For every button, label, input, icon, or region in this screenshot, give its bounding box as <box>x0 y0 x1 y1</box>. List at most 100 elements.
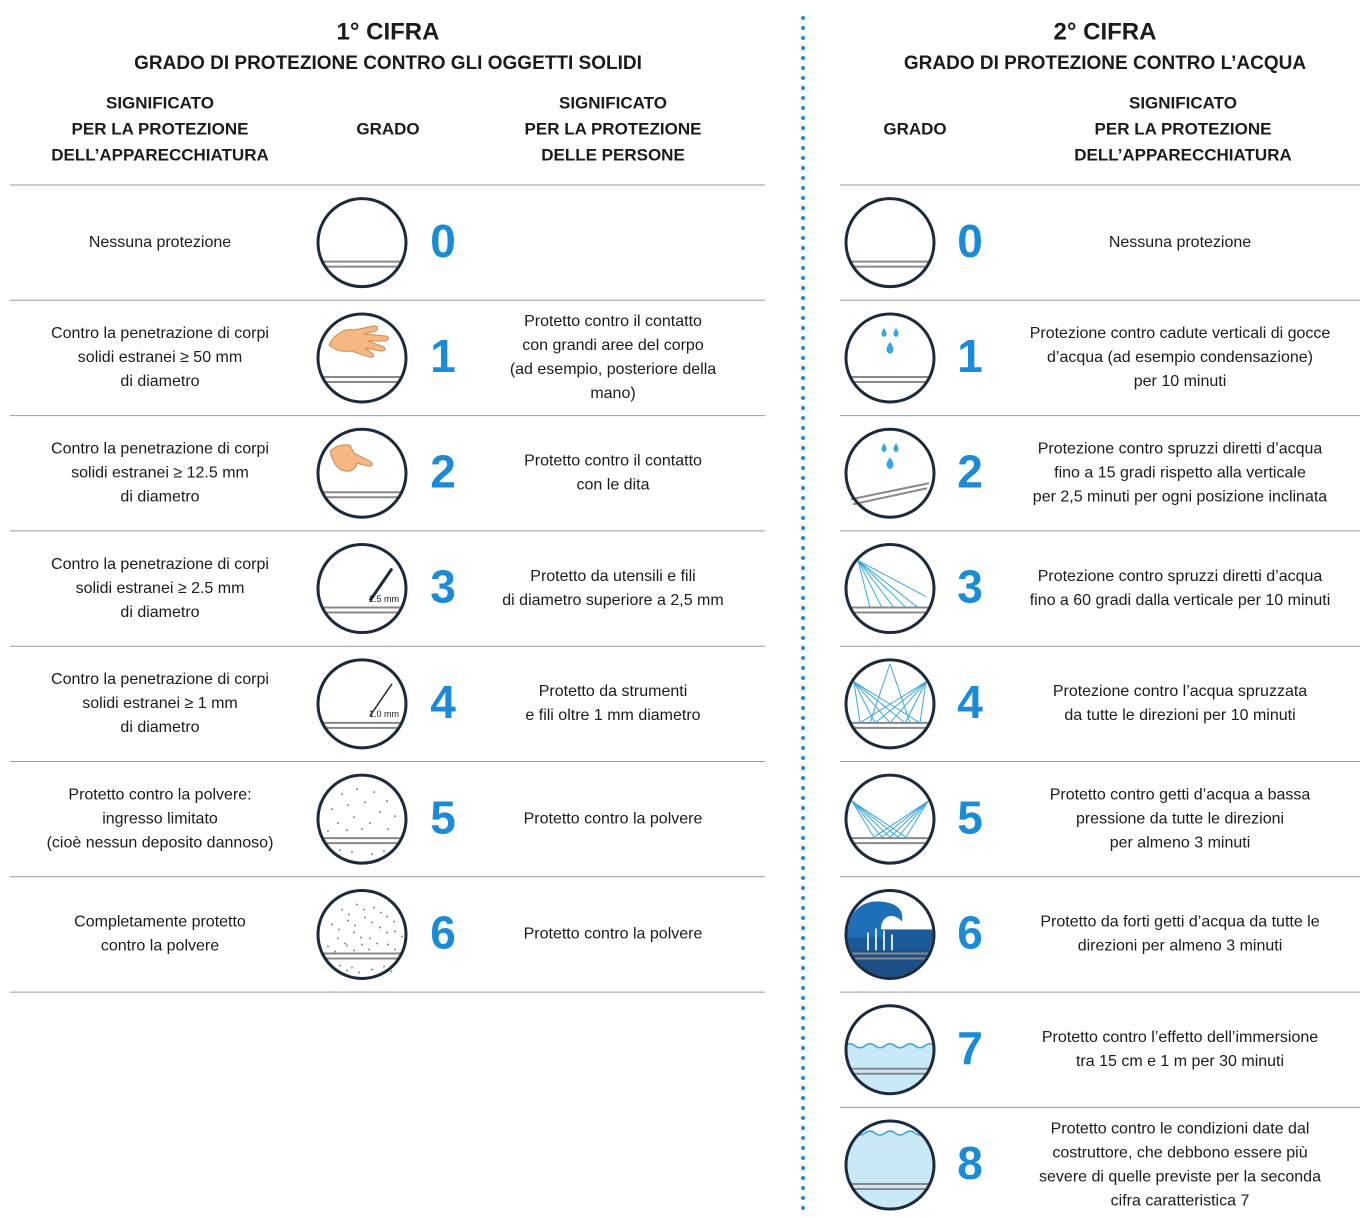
column-header: PER LA PROTEZIONE <box>525 119 702 138</box>
description: Protetto da strumenti <box>539 683 688 700</box>
icon <box>318 775 406 863</box>
description: direzioni per almeno 3 minuti <box>1078 938 1283 955</box>
grade-number: 7 <box>957 1022 983 1074</box>
description: Protezione contro spruzzi diretti d’acqu… <box>1038 568 1323 585</box>
description: Contro la penetrazione di corpi <box>51 556 269 573</box>
icon <box>845 1006 935 1095</box>
description: Protetto da utensili e fili <box>530 568 695 585</box>
column-header: PER LA PROTEZIONE <box>72 119 249 138</box>
column-header: GRADO <box>356 119 419 138</box>
grade-number: 1 <box>957 330 983 382</box>
description: fino a 60 gradi dalla verticale per 10 m… <box>1030 592 1331 609</box>
icon <box>318 199 406 287</box>
grade-number: 4 <box>430 676 456 728</box>
column-header: SIGNIFICATO <box>559 93 667 112</box>
description: solidi estranei ≥ 1 mm <box>82 695 238 712</box>
grade-number: 8 <box>957 1137 983 1189</box>
description: Protetto contro le condizioni date dal <box>1051 1120 1310 1137</box>
grade-number: 4 <box>957 676 983 728</box>
description: da tutte le direzioni per 10 minuti <box>1064 707 1295 724</box>
description: Contro la penetrazione di corpi <box>51 325 269 342</box>
section-subtitle: GRADO DI PROTEZIONE CONTRO L’ACQUA <box>904 53 1306 74</box>
description: (cioè nessun deposito dannoso) <box>47 834 274 851</box>
description: Protetto contro il contatto <box>524 452 702 469</box>
description: di diametro <box>120 373 199 390</box>
description: per almeno 3 minuti <box>1110 834 1251 851</box>
description: Protezione contro cadute verticali di go… <box>1030 325 1331 342</box>
grade-number: 0 <box>430 215 456 267</box>
description: Protetto contro getti d’acqua a bassa <box>1050 786 1311 803</box>
grade-number: 6 <box>957 907 983 959</box>
description: Protezione contro l’acqua spruzzata <box>1053 683 1307 700</box>
column-header: DELL’APPARECCHIATURA <box>51 145 269 164</box>
grade-number: 2 <box>430 445 456 497</box>
description: severe di quelle previste per la seconda <box>1039 1168 1321 1185</box>
description: fino a 15 gradi rispetto alla verticale <box>1054 464 1306 481</box>
column-header: SIGNIFICATO <box>106 93 214 112</box>
section-title: 2° CIFRA <box>1054 18 1157 45</box>
icon <box>846 314 934 402</box>
description: di diametro superiore a 2,5 mm <box>502 592 723 609</box>
column-header: DELL’APPARECCHIATURA <box>1074 145 1292 164</box>
grade-number: 1 <box>430 330 456 382</box>
grade-number: 0 <box>957 215 983 267</box>
description: e fili oltre 1 mm diametro <box>525 707 700 724</box>
column-header: SIGNIFICATO <box>1129 93 1237 112</box>
icon <box>318 314 406 402</box>
icon <box>318 890 406 978</box>
description: Protetto contro la polvere <box>524 810 703 827</box>
description: per 2,5 minuti per ogni posizione inclin… <box>1033 488 1328 505</box>
icon <box>846 775 934 863</box>
description: pressione da tutte le direzioni <box>1076 810 1284 827</box>
grade-number: 3 <box>957 561 983 613</box>
icon <box>845 1121 935 1210</box>
column-header: GRADO <box>883 119 946 138</box>
icon <box>846 545 934 633</box>
grade-number: 2 <box>957 445 983 497</box>
description: solidi estranei ≥ 2.5 mm <box>76 580 245 597</box>
description: per 10 minuti <box>1134 373 1227 390</box>
section-subtitle: GRADO DI PROTEZIONE CONTRO GLI OGGETTI S… <box>134 53 642 74</box>
description: cifra caratteristica 7 <box>1111 1192 1250 1209</box>
grade-number: 6 <box>430 907 456 959</box>
grade-number: 5 <box>430 791 456 843</box>
column-header: DELLE PERSONE <box>541 145 685 164</box>
description: tra 15 cm e 1 m per 30 minuti <box>1076 1053 1284 1070</box>
icon <box>845 890 935 980</box>
section-title: 1° CIFRA <box>337 18 440 45</box>
description: di diametro <box>120 719 199 736</box>
description: d’acqua (ad esempio condensazione) <box>1047 349 1313 366</box>
icon <box>318 660 406 748</box>
icon <box>318 545 406 633</box>
description: Completamente protetto <box>74 914 246 931</box>
description: di diametro <box>120 488 199 505</box>
column-header: PER LA PROTEZIONE <box>1095 119 1272 138</box>
description: Contro la penetrazione di corpi <box>51 440 269 457</box>
icon <box>318 429 406 517</box>
grade-number: 5 <box>957 791 983 843</box>
description: solidi estranei ≥ 50 mm <box>78 349 242 366</box>
description: Protetto contro la polvere: <box>68 786 251 803</box>
description: solidi estranei ≥ 12.5 mm <box>71 464 249 481</box>
description: costruttore, che debbono essere più <box>1052 1144 1307 1161</box>
description: mano) <box>590 385 635 402</box>
description: Nessuna protezione <box>89 234 231 251</box>
description: con le dita <box>577 476 650 493</box>
description: Contro la penetrazione di corpi <box>51 671 269 688</box>
description: Protetto da forti getti d’acqua da tutte… <box>1040 914 1319 931</box>
icon <box>846 660 934 748</box>
description: contro la polvere <box>101 938 219 955</box>
icon <box>846 199 934 287</box>
description: (ad esempio, posteriore della <box>510 361 716 378</box>
icon-label: 1.0 mm <box>369 709 399 719</box>
description: Protetto contro l’effetto dell’immersion… <box>1042 1029 1318 1046</box>
description: Nessuna protezione <box>1109 234 1251 251</box>
description: con grandi aree del corpo <box>522 337 704 354</box>
description: di diametro <box>120 604 199 621</box>
icon <box>846 429 934 517</box>
description: Protetto contro la polvere <box>524 926 703 943</box>
description: Protetto contro il contatto <box>524 313 702 330</box>
description: ingresso limitato <box>102 810 218 827</box>
description: Protezione contro spruzzi diretti d’acqu… <box>1038 440 1323 457</box>
